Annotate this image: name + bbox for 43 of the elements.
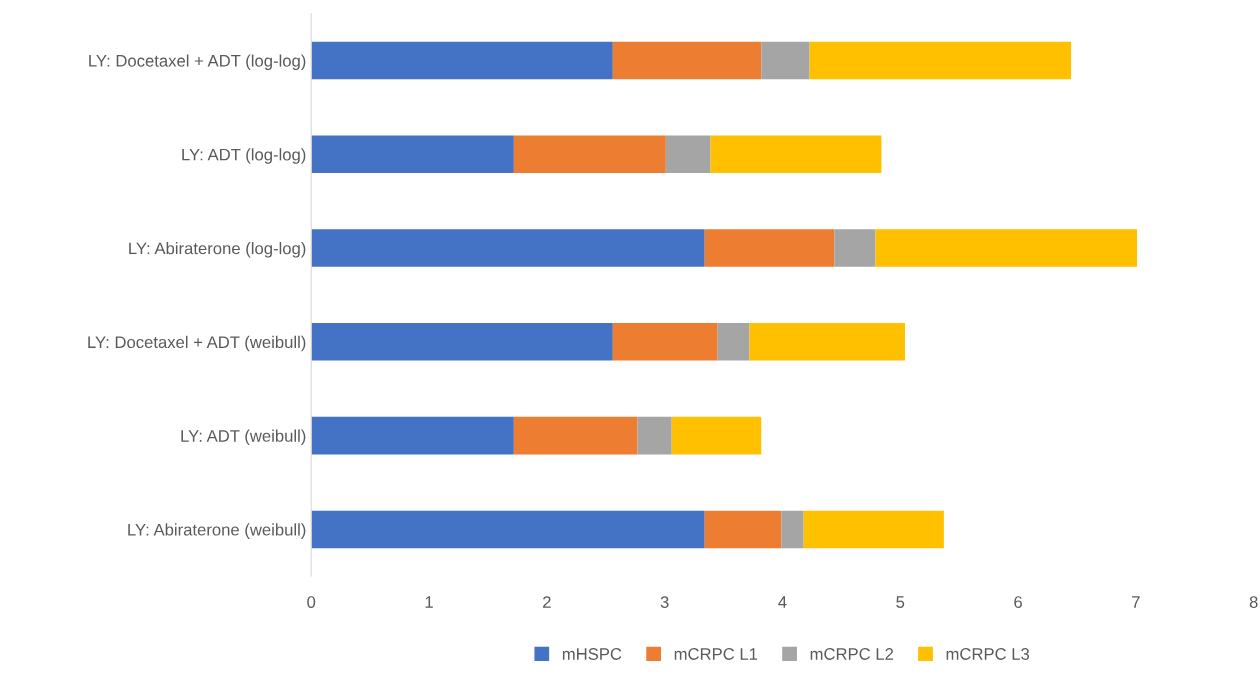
- bar: [311, 135, 514, 174]
- y-tick-label: LY: Abiraterone (weibull): [128, 523, 306, 539]
- x-tick-label: 4: [778, 596, 787, 608]
- bar: [704, 229, 835, 267]
- bar: [671, 416, 762, 455]
- bar: [749, 323, 905, 361]
- bar: [761, 41, 810, 80]
- bar: [875, 229, 1138, 267]
- y-tick-label: LY: Docetaxel + ADT (weibull): [88, 335, 306, 352]
- x-tick-label: 1: [425, 596, 433, 608]
- legend-label: mCRPC L3: [946, 648, 1030, 660]
- bar: [665, 135, 711, 174]
- y-tick-label: LY: Docetaxel + ADT (log-log): [89, 54, 306, 71]
- bar: [513, 135, 666, 174]
- bar: [311, 229, 705, 267]
- bar: [311, 416, 514, 455]
- x-tick-label: 2: [543, 596, 551, 608]
- bar: [311, 323, 613, 361]
- y-tick-label: LY: ADT (log-log): [182, 148, 306, 164]
- bar: [637, 416, 672, 455]
- bar: [513, 416, 638, 455]
- bar: [311, 41, 613, 80]
- bar: [781, 510, 804, 549]
- x-tick-label: 8: [1249, 596, 1258, 608]
- bar: [710, 135, 882, 174]
- bar: [809, 41, 1072, 80]
- bar: [612, 41, 762, 80]
- y-tick-label: LY: ADT (weibull): [181, 429, 306, 446]
- legend-label: mHSPC: [562, 648, 622, 660]
- bar: [834, 229, 876, 267]
- x-tick-label: 5: [896, 596, 905, 608]
- bar: [803, 510, 944, 549]
- bar: [717, 323, 750, 361]
- legend-label: mCRPC L1: [674, 648, 758, 660]
- bar: [704, 510, 782, 549]
- legend-label: mCRPC L2: [810, 648, 894, 660]
- x-tick-label: 0: [307, 596, 316, 608]
- x-tick-label: 6: [1014, 596, 1022, 608]
- x-tick-label: 3: [660, 596, 669, 608]
- y-tick-label: LY: Abiraterone (log-log): [129, 242, 306, 258]
- x-tick-label: 7: [1132, 596, 1140, 608]
- bar: [612, 323, 718, 361]
- bar: [311, 510, 705, 549]
